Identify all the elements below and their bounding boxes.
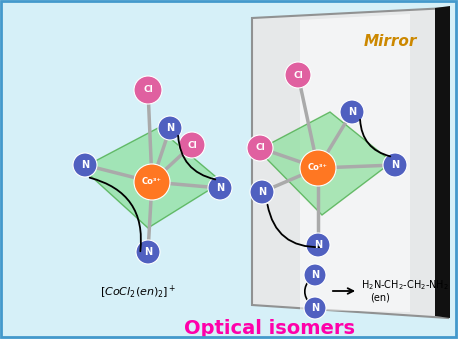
Text: Cl: Cl [143,85,153,95]
Circle shape [208,176,232,200]
Text: N: N [314,240,322,250]
Circle shape [179,132,205,158]
Circle shape [247,135,273,161]
Circle shape [304,297,326,319]
Text: N: N [391,160,399,170]
Polygon shape [435,6,450,318]
Text: N: N [166,123,174,133]
Text: N: N [216,183,224,193]
Circle shape [158,116,182,140]
Text: Co³⁺: Co³⁺ [142,178,162,186]
Polygon shape [82,128,222,228]
Circle shape [73,153,97,177]
Text: Cl: Cl [187,140,197,149]
Text: N: N [81,160,89,170]
Text: Cl: Cl [255,143,265,153]
Text: Cl: Cl [293,71,303,80]
Text: N: N [144,247,152,257]
Text: N: N [311,303,319,313]
Circle shape [340,100,364,124]
Polygon shape [258,112,392,215]
Circle shape [250,180,274,204]
Text: N: N [348,107,356,117]
Text: Optical isomers: Optical isomers [185,319,355,338]
Text: $[CoCl_2(en)_2]^+$: $[CoCl_2(en)_2]^+$ [100,283,176,301]
Text: N: N [311,270,319,280]
Circle shape [285,62,311,88]
Text: $\mathrm{H_2N}$-$\mathrm{CH_2}$-$\mathrm{CH_2}$-$\mathrm{NH_2}$: $\mathrm{H_2N}$-$\mathrm{CH_2}$-$\mathrm… [361,278,449,292]
Text: Co³⁺: Co³⁺ [308,163,328,173]
Polygon shape [252,8,448,318]
Circle shape [383,153,407,177]
Circle shape [304,264,326,286]
Polygon shape [300,14,410,312]
Circle shape [134,164,170,200]
Circle shape [306,233,330,257]
Circle shape [300,150,336,186]
Circle shape [136,240,160,264]
Circle shape [134,76,162,104]
Text: N: N [258,187,266,197]
Text: (en): (en) [370,293,390,303]
Text: Mirror: Mirror [363,35,417,49]
